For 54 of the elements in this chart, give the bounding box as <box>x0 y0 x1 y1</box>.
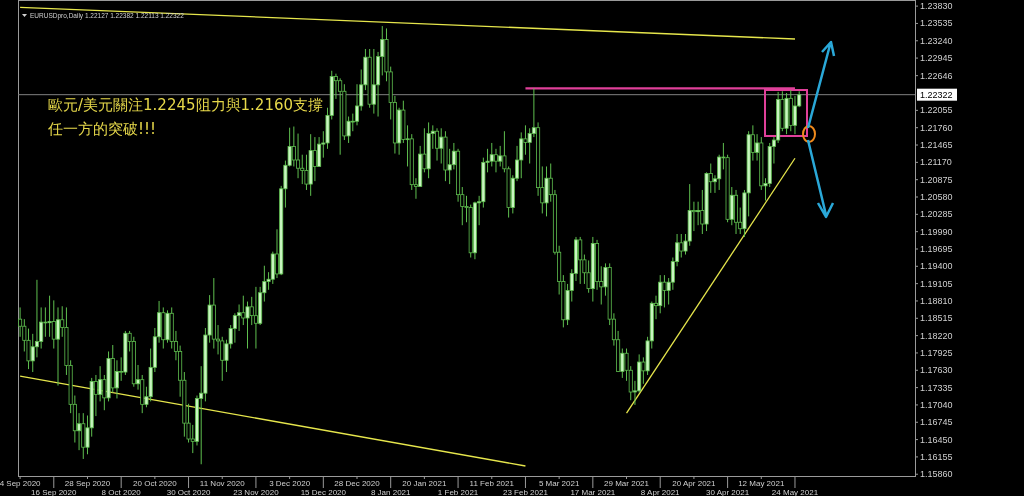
x-tick-label: 20 Apr 2021 <box>672 478 717 488</box>
y-tick-label: 1.16155 <box>920 451 953 462</box>
x-tick-label: 5 Mar 2021 <box>538 478 580 488</box>
x-tick-label: 15 Dec 2020 <box>300 488 347 496</box>
x-tick-label: 20 Jan 2021 <box>402 478 447 488</box>
x-tick-label: 23 Feb 2021 <box>502 488 549 496</box>
x-tick-label: 8 Jan 2021 <box>370 488 412 496</box>
y-tick-label: 1.18220 <box>920 330 953 341</box>
x-tick-label: 28 Dec 2020 <box>334 478 381 488</box>
x-tick-label: 30 Oct 2020 <box>166 488 211 496</box>
x-tick-label: 23 Nov 2020 <box>233 488 280 496</box>
x-tick-label: 4 Sep 2020 <box>0 478 42 488</box>
y-tick-label: 1.21465 <box>920 140 953 151</box>
y-tick-label: 1.18810 <box>920 295 953 306</box>
y-tick-label: 1.17040 <box>920 399 953 410</box>
y-tick-label: 1.17925 <box>920 347 953 358</box>
x-tick-label: 11 Nov 2020 <box>199 478 246 488</box>
y-tick-label: 1.23535 <box>920 18 953 29</box>
x-tick-label: 30 Apr 2021 <box>706 488 750 496</box>
x-tick-label: 17 Mar 2021 <box>570 488 616 496</box>
y-tick-label: 1.15860 <box>920 469 953 480</box>
x-tick-label: 1 Feb 2021 <box>437 488 479 496</box>
annotation: 歐元/美元關注1.2245阻力與1.2160支撐 <box>48 96 324 114</box>
y-tick-label: 1.23830 <box>920 1 953 12</box>
y-tick-label: 1.17335 <box>920 382 953 393</box>
y-tick-label: 1.17630 <box>920 365 953 376</box>
y-tick-label: 1.18515 <box>920 313 953 324</box>
y-tick-label: 1.21760 <box>920 122 953 133</box>
x-tick-label: 24 May 2021 <box>771 488 819 496</box>
y-tick-label: 1.23240 <box>920 35 953 46</box>
y-tick-label: 1.20875 <box>920 174 953 185</box>
x-tick-label: 12 May 2021 <box>738 478 785 488</box>
x-tick-label: 3 Dec 2020 <box>269 478 311 488</box>
annotation: 任一方的突破!!! <box>47 120 157 138</box>
y-tick-label: 1.22646 <box>920 70 953 81</box>
ref-line-label: 1.22322 <box>920 89 953 100</box>
y-tick-label: 1.19695 <box>920 243 953 254</box>
y-tick-label: 1.22945 <box>920 53 953 64</box>
y-tick-label: 1.16745 <box>920 417 953 428</box>
x-tick-label: 29 Mar 2021 <box>604 478 650 488</box>
x-tick-label: 8 Oct 2020 <box>101 488 142 496</box>
x-tick-label: 20 Oct 2020 <box>133 478 178 488</box>
y-tick-label: 1.20580 <box>920 192 953 202</box>
x-tick-label: 8 Apr 2021 <box>640 488 681 496</box>
y-tick-label: 1.21170 <box>920 157 952 168</box>
x-tick-label: 28 Sep 2020 <box>64 478 111 488</box>
y-tick-label: 1.19990 <box>920 226 953 237</box>
y-tick-label: 1.20285 <box>920 209 953 220</box>
y-tick-label: 1.22055 <box>920 105 953 116</box>
y-tick-label: 1.16450 <box>920 434 953 445</box>
y-tick-label: 1.19105 <box>920 278 953 289</box>
x-tick-label: 16 Sep 2020 <box>31 488 78 496</box>
x-tick-label: 11 Feb 2021 <box>469 478 515 488</box>
y-tick-label: 1.19400 <box>920 261 953 272</box>
